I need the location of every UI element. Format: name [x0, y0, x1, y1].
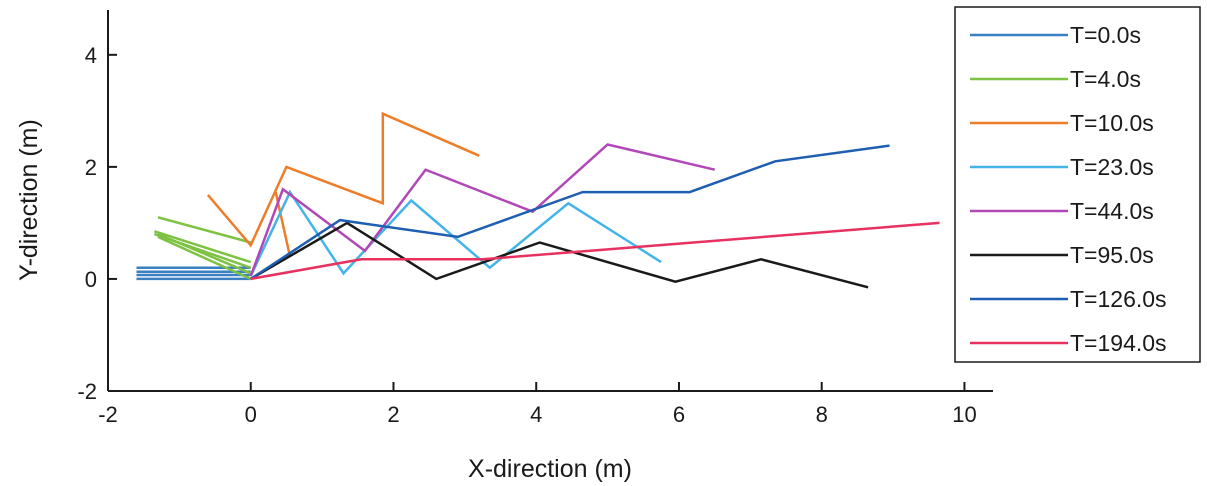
- plot-lines: [136, 111, 940, 289]
- x-axis-title: X-direction (m): [468, 455, 632, 483]
- series-T=44.0s: [249, 143, 715, 277]
- legend-box: [954, 6, 1201, 363]
- series-line-1-3: [157, 232, 252, 275]
- legend: T=0.0s T=4.0s T=10.0s T=23.0s T=44.0s T=95.0s…: [954, 6, 1201, 363]
- legend-item: T=23.0s: [970, 154, 1154, 180]
- series-line-1-1: [154, 230, 252, 264]
- series-line-3-0: [249, 189, 662, 277]
- x-tick-label: 6: [673, 402, 685, 427]
- x-tick-label: 8: [816, 402, 828, 427]
- y-tick-label: 2: [85, 155, 97, 180]
- legend-label: T=4.0s: [1070, 66, 1141, 92]
- x-tick-label: 10: [952, 402, 976, 427]
- x-tick-label: 0: [245, 402, 257, 427]
- x-tick-label: -2: [98, 402, 118, 427]
- series-T=4.0s: [153, 216, 252, 281]
- legend-item: T=95.0s: [970, 242, 1154, 268]
- series-line-2-0: [206, 111, 480, 248]
- series-line-1-0: [157, 216, 252, 244]
- series-line-6-0: [250, 144, 890, 280]
- legend-label: T=95.0s: [1070, 242, 1154, 268]
- series-line-5-0: [250, 221, 869, 289]
- y-ticks: -2 0 2 4: [77, 43, 117, 404]
- legend-label: T=10.0s: [1070, 110, 1154, 136]
- legend-label: T=23.0s: [1070, 154, 1154, 180]
- legend-label: T=0.0s: [1070, 22, 1141, 48]
- y-axis-title: Y-direction (m): [15, 119, 43, 281]
- legend-label: T=44.0s: [1070, 198, 1154, 224]
- y-tick-label: 0: [85, 267, 97, 292]
- legend-item: T=4.0s: [970, 66, 1141, 92]
- series-line-7-0: [250, 221, 940, 281]
- legend-item: T=44.0s: [970, 198, 1154, 224]
- x-tick-label: 2: [387, 402, 399, 427]
- series-T=23.0s: [249, 189, 662, 277]
- legend-label: T=126.0s: [1070, 286, 1167, 312]
- series-T=126.0s: [250, 144, 890, 280]
- series-T=0.0s: [136, 266, 251, 281]
- series-T=194.0s: [250, 221, 940, 281]
- y-tick-label: 4: [85, 43, 97, 68]
- series-line-1-4: [157, 235, 252, 281]
- legend-item: T=126.0s: [970, 286, 1167, 312]
- x-ticks: -2 0 2 4 6 8 10: [98, 382, 977, 427]
- legend-label: T=194.0s: [1070, 330, 1167, 356]
- legend-item: T=194.0s: [970, 330, 1167, 356]
- legend-item: T=0.0s: [970, 22, 1141, 48]
- x-tick-label: 4: [530, 402, 542, 427]
- axes: [107, 10, 993, 392]
- legend-item: T=10.0s: [970, 110, 1154, 136]
- series-line-4-0: [249, 143, 715, 277]
- series-T=95.0s: [250, 221, 869, 289]
- y-tick-label: -2: [77, 379, 97, 404]
